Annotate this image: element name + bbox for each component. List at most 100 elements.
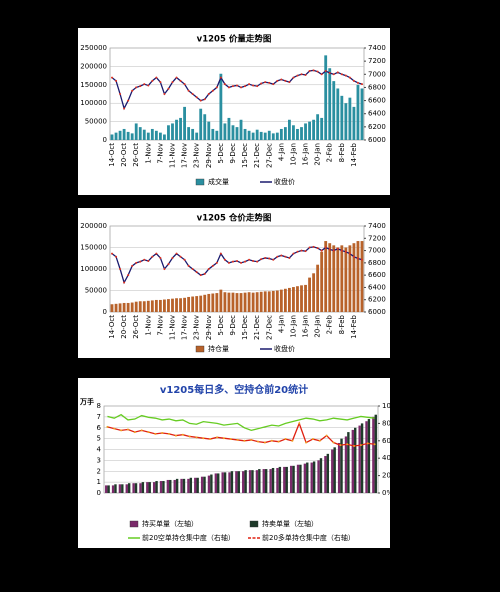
bar — [118, 130, 122, 140]
bar — [191, 128, 195, 140]
bar — [372, 416, 375, 493]
bar — [243, 292, 247, 312]
y-tick-label: 150000 — [80, 244, 107, 252]
bar — [319, 458, 323, 493]
y-tick-label: 0 — [103, 136, 107, 144]
marker — [215, 86, 218, 89]
marker — [300, 249, 303, 252]
bar — [207, 475, 211, 493]
marker — [207, 93, 210, 95]
marker — [288, 81, 291, 84]
bar — [114, 132, 118, 140]
bar — [134, 123, 138, 140]
marker — [336, 71, 339, 74]
marker — [155, 76, 158, 79]
marker — [223, 83, 226, 86]
y-tick-label: 3 — [97, 456, 101, 464]
marker — [260, 82, 263, 85]
marker — [316, 247, 319, 250]
bar — [267, 291, 271, 312]
bar — [296, 464, 300, 493]
y-tick-label: 5 — [97, 435, 101, 443]
y-tick-label: 1 — [97, 478, 101, 486]
chart-title: v1205 价量走势图 — [197, 34, 272, 45]
bar — [219, 289, 223, 312]
bar — [154, 130, 158, 140]
bar — [228, 472, 231, 493]
bar — [146, 300, 150, 312]
bar — [187, 296, 191, 312]
bar — [132, 483, 135, 493]
bar — [180, 478, 183, 493]
marker — [240, 86, 243, 89]
bar — [331, 449, 334, 493]
bar — [263, 132, 267, 140]
x-tick-label: 29-Nov — [205, 315, 213, 340]
bar — [126, 302, 130, 312]
marker — [147, 260, 150, 263]
y2-tick-label: 40% — [382, 454, 398, 462]
x-tick-label: 4-Jan — [277, 143, 285, 161]
bar — [356, 84, 360, 140]
marker — [135, 261, 138, 264]
bar — [166, 479, 170, 493]
legend-label: 持买单量（左轴） — [142, 519, 198, 528]
bar — [352, 106, 356, 140]
marker — [168, 432, 171, 435]
marker — [175, 252, 178, 255]
bar — [183, 297, 186, 312]
bar — [187, 127, 191, 140]
marker — [328, 248, 331, 251]
marker — [328, 71, 331, 74]
marker — [257, 440, 260, 443]
marker — [227, 261, 230, 264]
bar — [356, 241, 360, 312]
bar — [275, 132, 279, 140]
y2-tick-label: 6400 — [368, 110, 386, 118]
bar — [262, 469, 265, 493]
bar — [340, 245, 344, 312]
marker — [147, 431, 150, 434]
marker — [284, 255, 287, 258]
bar — [223, 472, 227, 493]
bar — [279, 128, 283, 140]
bar — [114, 303, 118, 312]
y2-tick-label: 6000 — [368, 308, 386, 316]
legend-swatch — [249, 520, 259, 528]
bar — [344, 103, 348, 140]
marker — [195, 96, 198, 99]
marker — [263, 441, 266, 444]
bar — [179, 298, 182, 312]
bar — [312, 119, 316, 140]
bar — [308, 121, 311, 140]
bar — [324, 55, 328, 140]
marker — [311, 438, 314, 441]
bar — [289, 465, 293, 493]
bar — [134, 483, 138, 493]
marker — [248, 258, 251, 261]
marker — [291, 439, 294, 442]
marker — [115, 255, 118, 258]
x-tick-label: 1-Nov — [144, 315, 152, 336]
x-tick-label: 26-Oct — [132, 315, 140, 339]
bar — [121, 484, 124, 493]
bar — [215, 293, 219, 312]
bar — [211, 128, 215, 140]
y-tick-label: 200000 — [80, 222, 107, 230]
x-tick-label: 9-Dec — [229, 315, 237, 336]
marker — [111, 76, 114, 79]
x-tick-label: 10-Jan — [289, 315, 297, 338]
marker — [135, 86, 138, 89]
y-tick-label: 50000 — [85, 287, 107, 295]
marker — [219, 76, 222, 79]
bar — [194, 477, 197, 493]
bar — [237, 471, 240, 493]
bar — [207, 121, 211, 140]
bar — [167, 125, 170, 140]
bar — [148, 482, 151, 493]
bar — [308, 277, 311, 312]
marker — [231, 260, 234, 263]
marker — [264, 256, 267, 259]
y2-tick-label: 6000 — [368, 136, 386, 144]
